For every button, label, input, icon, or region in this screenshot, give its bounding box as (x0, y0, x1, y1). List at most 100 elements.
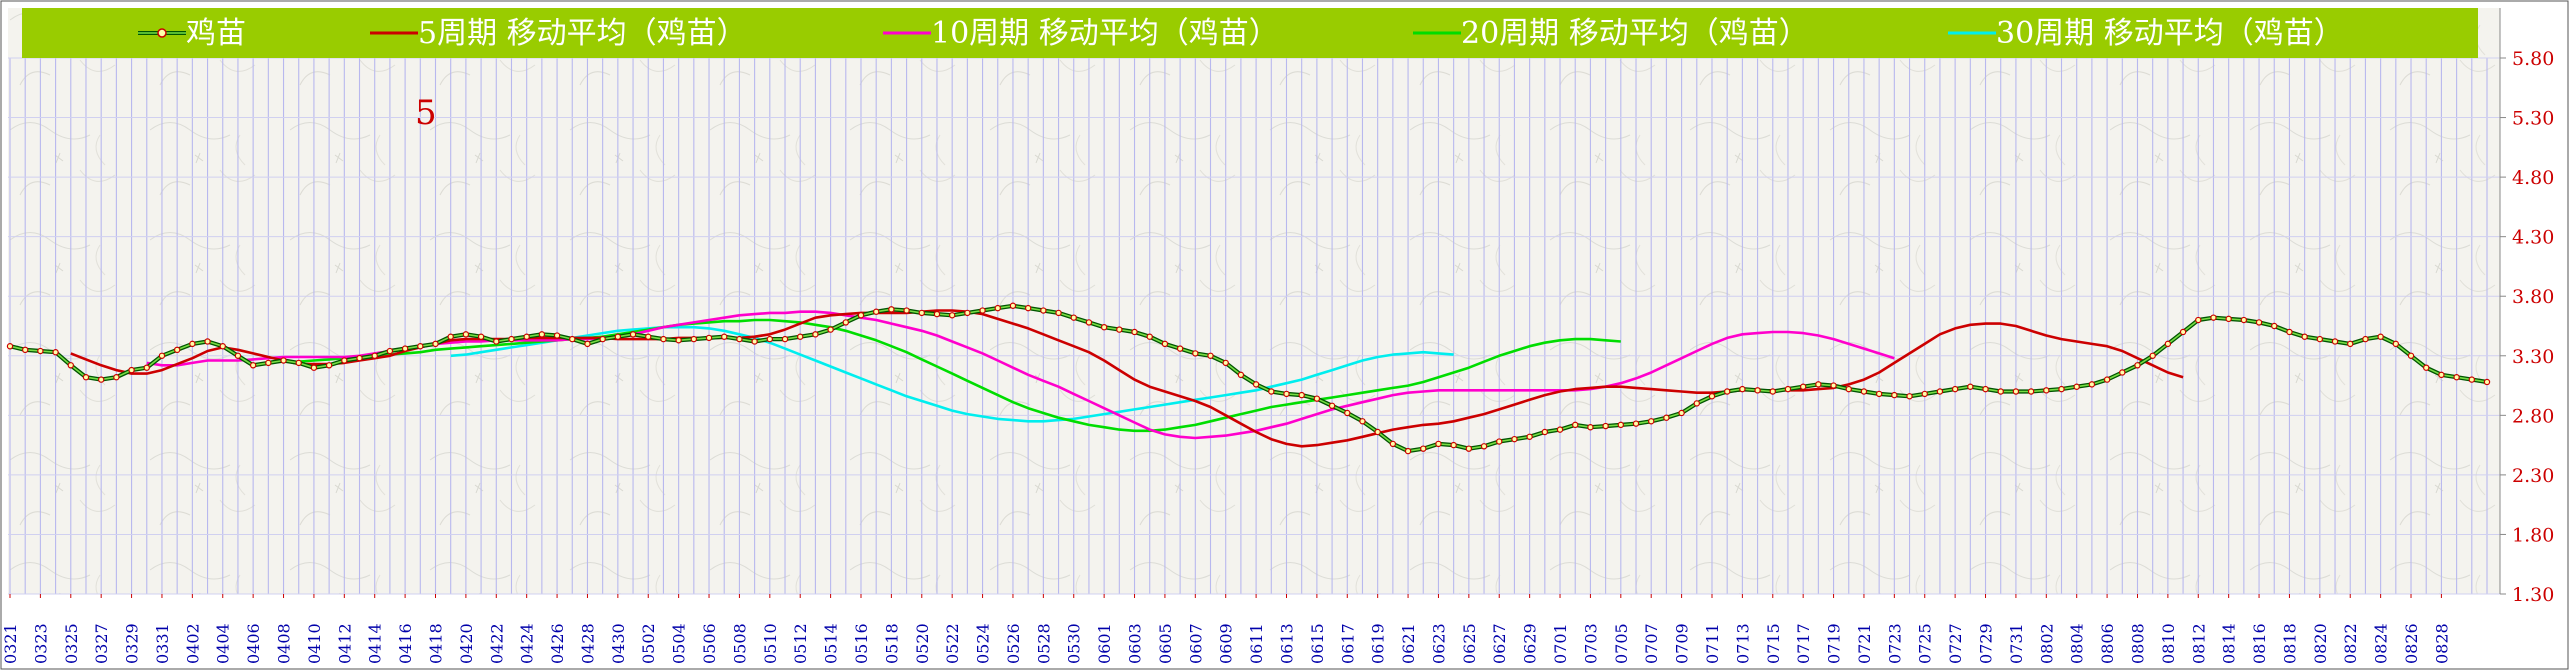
data-point (2423, 364, 2430, 371)
data-point (781, 335, 789, 343)
data-point (113, 374, 120, 381)
x-tick-label: 0611 (1247, 623, 1266, 664)
data-point (2255, 319, 2263, 326)
data-point (1617, 421, 1625, 429)
data-point (994, 304, 1001, 312)
data-point (599, 335, 606, 343)
data-point (1085, 319, 1093, 326)
x-tick-label: 0808 (2128, 623, 2147, 664)
data-point (447, 333, 454, 340)
data-point (2195, 316, 2202, 324)
data-point (1131, 328, 1138, 336)
y-tick-label: 3.30 (2512, 346, 2554, 368)
data-point (1511, 435, 1518, 443)
data-point (295, 359, 302, 367)
x-tick-label: 0426 (548, 623, 567, 664)
x-tick-label: 0430 (609, 623, 628, 664)
x-tick-label: 0404 (214, 623, 233, 664)
data-point (1176, 345, 1184, 352)
data-point (2286, 328, 2293, 336)
data-point (1237, 371, 1245, 379)
x-tick-label: 0818 (2280, 623, 2299, 664)
x-tick-label: 0806 (2098, 623, 2117, 664)
data-point (386, 347, 394, 355)
data-point (52, 349, 59, 356)
x-tick-label: 0816 (2250, 623, 2269, 664)
x-tick-label: 0719 (1825, 623, 1844, 664)
legend-label: 20周期 移动平均（鸡苗） (1461, 16, 1809, 51)
x-tick-label: 0504 (670, 623, 689, 664)
x-tick-label: 0321 (1, 623, 20, 664)
data-point (1784, 385, 1792, 393)
data-point (371, 352, 378, 359)
data-point (219, 343, 226, 350)
x-tick-label: 0329 (123, 623, 142, 664)
x-tick-label: 0607 (1186, 623, 1205, 664)
data-point (766, 335, 774, 343)
x-tick-label: 0711 (1703, 623, 1722, 664)
x-tick-label: 0418 (426, 623, 445, 664)
data-point (736, 335, 743, 343)
data-point (1344, 409, 1351, 417)
data-point (1161, 340, 1169, 348)
data-point (690, 335, 698, 343)
data-point (645, 333, 652, 340)
data-point (1572, 421, 1579, 429)
data-point (1875, 390, 1883, 398)
data-point (2210, 314, 2217, 321)
data-point (2225, 315, 2232, 323)
y-tick-label: 1.30 (2512, 584, 2554, 606)
data-point (508, 335, 515, 343)
x-tick-label: 0412 (335, 623, 354, 664)
data-point (1116, 326, 1123, 333)
data-point (1268, 388, 1275, 395)
data-point (2407, 352, 2415, 359)
data-point (2164, 340, 2172, 348)
data-point (872, 308, 880, 315)
legend: 鸡苗 5周期 移动平均（鸡苗） 10周期 移动平均（鸡苗） 20周期 移动平均（鸡苗）… (138, 16, 2344, 51)
data-point (2316, 335, 2324, 343)
x-tick-label: 0331 (153, 623, 172, 664)
x-tick-label: 0625 (1460, 623, 1479, 664)
data-point (660, 335, 667, 343)
data-point (1723, 388, 1731, 395)
data-point (1799, 383, 1807, 390)
data-point (2438, 371, 2445, 379)
data-point (1480, 443, 1488, 450)
data-point (812, 331, 819, 338)
legend-band (22, 8, 2478, 58)
data-point (1055, 309, 1062, 317)
data-point (2058, 385, 2065, 393)
data-point (1754, 387, 1761, 394)
data-point (1921, 390, 1928, 398)
chart-annotation: 5 (415, 93, 437, 133)
data-point (2377, 333, 2384, 340)
x-tick-label: 0520 (913, 623, 932, 664)
data-point (1207, 352, 1214, 359)
data-point (1891, 391, 1898, 399)
x-tick-label: 0619 (1369, 623, 1388, 664)
x-tick-label: 0508 (730, 623, 749, 664)
x-tick-label: 0703 (1581, 623, 1600, 664)
data-point (842, 319, 849, 326)
x-tick-label: 0506 (700, 623, 719, 664)
data-point (1222, 359, 1229, 367)
data-point (1389, 440, 1397, 448)
data-point (2468, 376, 2476, 383)
data-point (1967, 383, 1974, 390)
data-point (265, 359, 272, 367)
data-point (1693, 400, 1700, 407)
x-tick-label: 0717 (1794, 623, 1813, 664)
data-point (1845, 385, 1852, 393)
data-point (2392, 340, 2400, 348)
data-point (1708, 393, 1716, 400)
x-tick-label: 0725 (1916, 623, 1935, 664)
x-tick-label: 0627 (1490, 623, 1509, 664)
data-point (310, 364, 318, 371)
x-tick-label: 0402 (183, 623, 202, 664)
data-point (2179, 328, 2187, 336)
data-point (523, 333, 530, 340)
x-tick-label: 0707 (1642, 623, 1661, 664)
data-point (401, 345, 409, 352)
